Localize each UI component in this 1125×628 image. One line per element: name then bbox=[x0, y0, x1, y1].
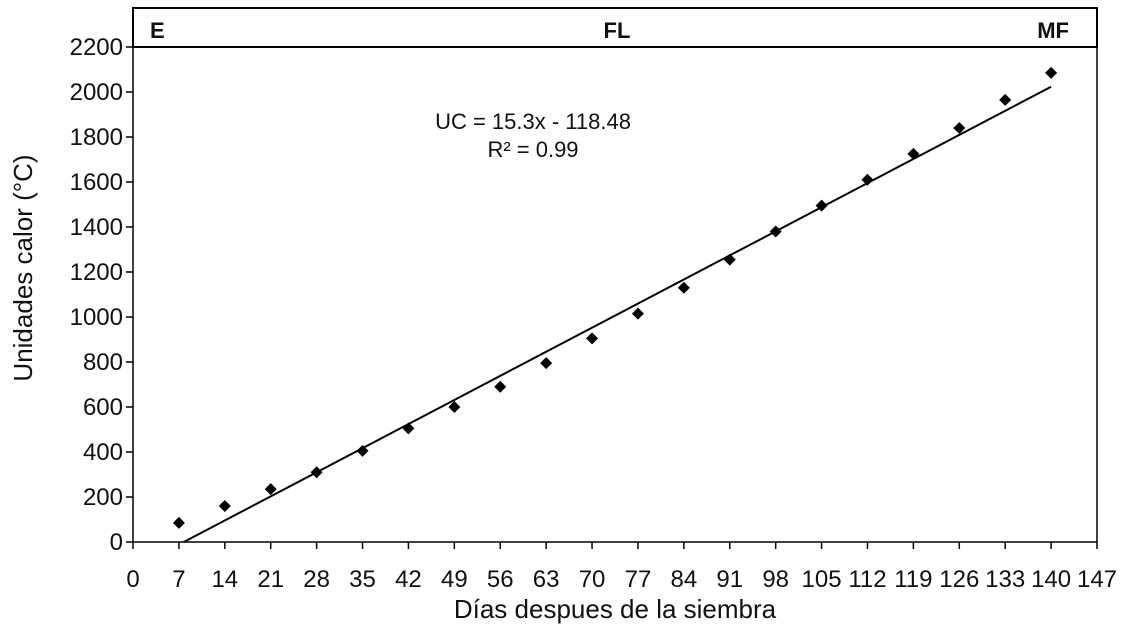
x-tick-label: 91 bbox=[716, 566, 743, 593]
data-point bbox=[586, 332, 599, 345]
x-tick-label: 21 bbox=[257, 566, 284, 593]
x-axis-ticks: 0 7 14 21 28 35 42 49 56 63 70 77 84 91 98 105 112 119 126… bbox=[126, 542, 1117, 593]
data-point bbox=[356, 444, 369, 457]
trendline-equation: UC = 15.3x - 118.48 bbox=[435, 109, 631, 134]
data-points bbox=[172, 66, 1058, 529]
data-point bbox=[677, 281, 690, 294]
x-tick-label: 14 bbox=[211, 566, 238, 593]
data-point bbox=[494, 380, 507, 393]
x-tick-label: 112 bbox=[848, 566, 886, 593]
y-tick-label: 2000 bbox=[70, 79, 123, 106]
x-tick-label: 126 bbox=[939, 566, 979, 593]
data-point bbox=[540, 357, 553, 370]
y-tick-label: 1800 bbox=[70, 124, 123, 151]
trendline-r2: R² = 0.99 bbox=[487, 137, 578, 162]
data-point bbox=[631, 307, 644, 320]
y-tick-label: 1400 bbox=[70, 214, 123, 241]
y-axis-ticks: 0 200 400 600 800 1000 1200 1400 1600 1800 2000 220… bbox=[70, 34, 133, 556]
data-point bbox=[218, 500, 231, 512]
trendline-group bbox=[183, 85, 1052, 543]
x-tick-label: 7 bbox=[172, 566, 185, 593]
x-tick-label: 84 bbox=[671, 566, 698, 593]
y-tick-label: 400 bbox=[83, 439, 123, 466]
x-tick-label: 133 bbox=[985, 566, 1025, 593]
data-point bbox=[1045, 66, 1058, 79]
stage-label-mf: MF bbox=[1037, 18, 1069, 43]
y-tick-label: 0 bbox=[110, 529, 123, 556]
y-tick-label: 1200 bbox=[70, 259, 123, 286]
stage-label-fl: FL bbox=[604, 18, 631, 43]
y-tick-label: 200 bbox=[83, 484, 123, 511]
x-tick-label: 98 bbox=[762, 566, 789, 593]
data-point bbox=[999, 93, 1012, 106]
x-tick-label: 0 bbox=[126, 566, 139, 593]
x-tick-label: 28 bbox=[303, 566, 330, 593]
y-tick-label: 2200 bbox=[70, 34, 123, 61]
x-tick-label: 105 bbox=[802, 566, 842, 593]
x-tick-label: 56 bbox=[487, 566, 514, 593]
x-tick-label: 147 bbox=[1077, 566, 1117, 593]
trendline bbox=[183, 85, 1052, 543]
y-tick-label: 600 bbox=[83, 394, 123, 421]
x-tick-label: 42 bbox=[395, 566, 422, 593]
x-tick-label: 140 bbox=[1031, 566, 1071, 593]
data-point bbox=[953, 122, 966, 134]
stage-header-box bbox=[132, 7, 1098, 48]
data-point bbox=[402, 422, 415, 435]
data-point bbox=[723, 253, 736, 266]
x-tick-label: 63 bbox=[533, 566, 560, 593]
x-tick-label: 70 bbox=[579, 566, 606, 593]
y-tick-label: 1600 bbox=[70, 169, 123, 196]
data-point bbox=[769, 225, 782, 238]
data-point bbox=[310, 466, 323, 479]
x-tick-label: 35 bbox=[349, 566, 376, 593]
data-point bbox=[861, 173, 874, 186]
data-point bbox=[815, 199, 828, 212]
x-tick-label: 119 bbox=[894, 566, 932, 593]
y-tick-label: 1000 bbox=[70, 304, 123, 331]
data-point bbox=[907, 147, 920, 160]
x-tick-label: 49 bbox=[441, 566, 468, 593]
stage-label-e: E bbox=[150, 18, 165, 43]
x-tick-label: 77 bbox=[625, 566, 652, 593]
y-tick-label: 800 bbox=[83, 349, 123, 376]
data-point bbox=[172, 516, 185, 529]
x-axis-title: Días despues de la siembra bbox=[454, 594, 777, 624]
data-point bbox=[448, 401, 461, 413]
data-point bbox=[264, 483, 277, 496]
y-axis-title: Unidades calor (°C) bbox=[8, 154, 38, 381]
